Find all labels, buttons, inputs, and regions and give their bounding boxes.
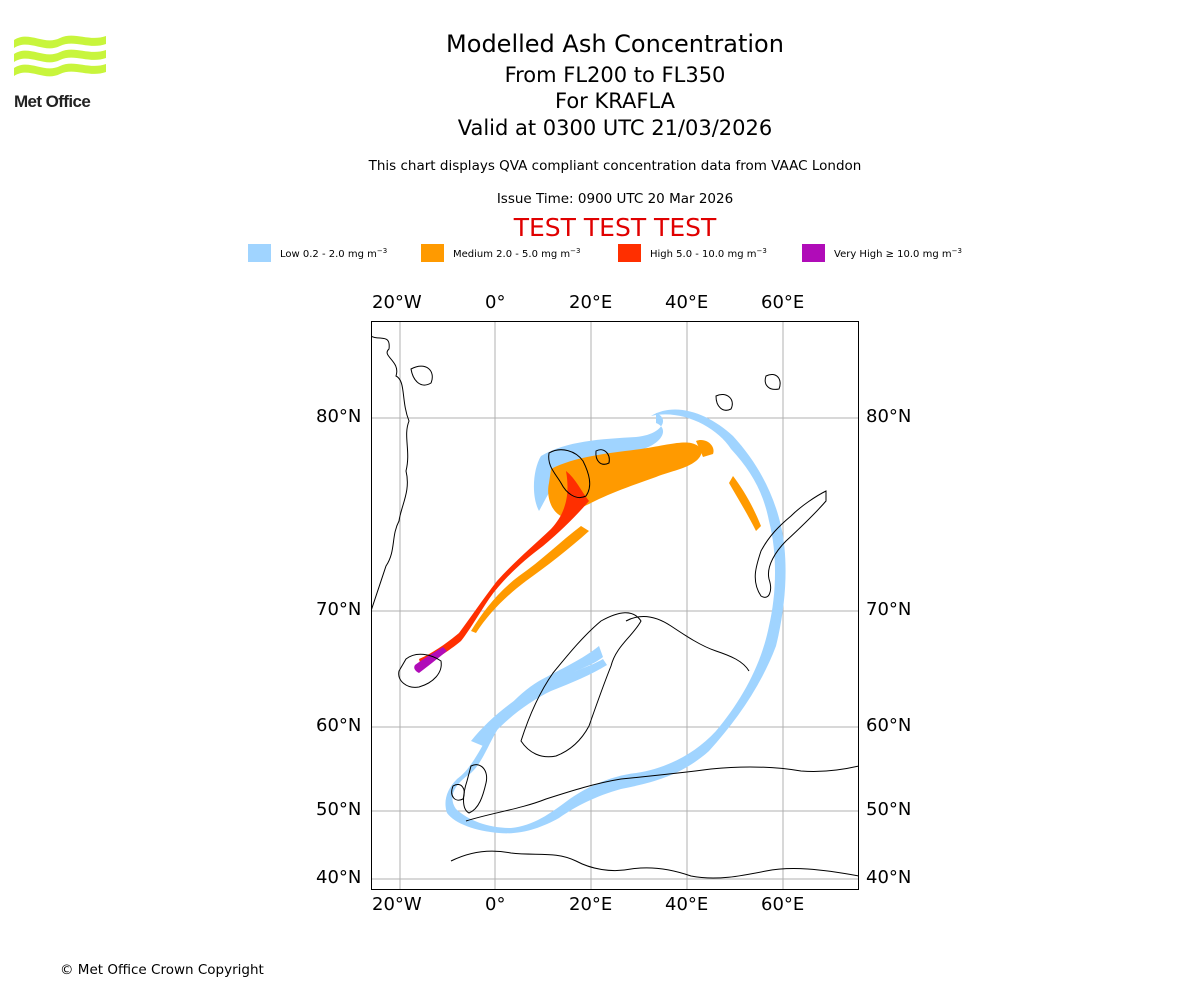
legend-swatch-very-high bbox=[802, 244, 825, 262]
lon-tick-bottom: 20°E bbox=[569, 894, 613, 915]
chart-title: Modelled Ash Concentration bbox=[446, 30, 784, 58]
ash-medium-zone bbox=[471, 440, 761, 633]
legend-swatch-high bbox=[618, 244, 641, 262]
lat-tick-left: 40°N bbox=[316, 867, 362, 888]
lon-tick-bottom: 0° bbox=[485, 894, 506, 915]
lat-tick-right: 50°N bbox=[866, 799, 912, 820]
volcano-name: For KRAFLA bbox=[555, 89, 675, 113]
ash-high-zone bbox=[419, 471, 589, 666]
lat-tick-right: 60°N bbox=[866, 715, 912, 736]
lon-tick-bottom: 20°W bbox=[372, 894, 422, 915]
lon-tick-bottom: 60°E bbox=[761, 894, 805, 915]
lon-tick-top: 40°E bbox=[665, 292, 709, 313]
lat-tick-left: 70°N bbox=[316, 599, 362, 620]
valid-time: Valid at 0300 UTC 21/03/2026 bbox=[457, 116, 773, 140]
map-background bbox=[371, 321, 859, 890]
lon-tick-top: 0° bbox=[485, 292, 506, 313]
ash-low-zone bbox=[445, 409, 786, 834]
legend-swatch-medium bbox=[421, 244, 444, 262]
lat-tick-left: 50°N bbox=[316, 799, 362, 820]
lon-tick-top: 60°E bbox=[761, 292, 805, 313]
lat-tick-left: 60°N bbox=[316, 715, 362, 736]
test-banner: TEST TEST TEST bbox=[513, 213, 717, 242]
legend-label-very-high: Very High ≥ 10.0 mg m bbox=[834, 249, 952, 260]
ash-very-high-zone bbox=[414, 647, 447, 673]
lon-tick-top: 20°W bbox=[372, 292, 422, 313]
flight-levels: From FL200 to FL350 bbox=[504, 63, 726, 87]
lat-tick-right: 80°N bbox=[866, 406, 912, 427]
lat-tick-right: 70°N bbox=[866, 599, 912, 620]
logo-wordmark: Met Office bbox=[14, 92, 91, 111]
issue-time: Issue Time: 0900 UTC 20 Mar 2026 bbox=[496, 191, 734, 207]
map-coastlines bbox=[371, 335, 859, 879]
met-office-logo: Met Office bbox=[14, 30, 114, 112]
chart-subtitle: This chart displays QVA compliant concen… bbox=[368, 158, 862, 174]
legend-label-low: Low 0.2 - 2.0 mg m bbox=[280, 249, 377, 260]
legend-label-high: High 5.0 - 10.0 mg m bbox=[650, 249, 757, 260]
ash-concentration-map[interactable] bbox=[371, 321, 859, 890]
lat-tick-right: 40°N bbox=[866, 867, 912, 888]
legend-swatch-low bbox=[248, 244, 271, 262]
map-frame bbox=[371, 321, 859, 890]
legend-label-medium: Medium 2.0 - 5.0 mg m bbox=[453, 249, 571, 260]
copyright: © Met Office Crown Copyright bbox=[60, 962, 264, 978]
met-office-waves-icon bbox=[14, 35, 106, 77]
lat-tick-left: 80°N bbox=[316, 406, 362, 427]
lon-tick-bottom: 40°E bbox=[665, 894, 709, 915]
lon-tick-top: 20°E bbox=[569, 292, 613, 313]
